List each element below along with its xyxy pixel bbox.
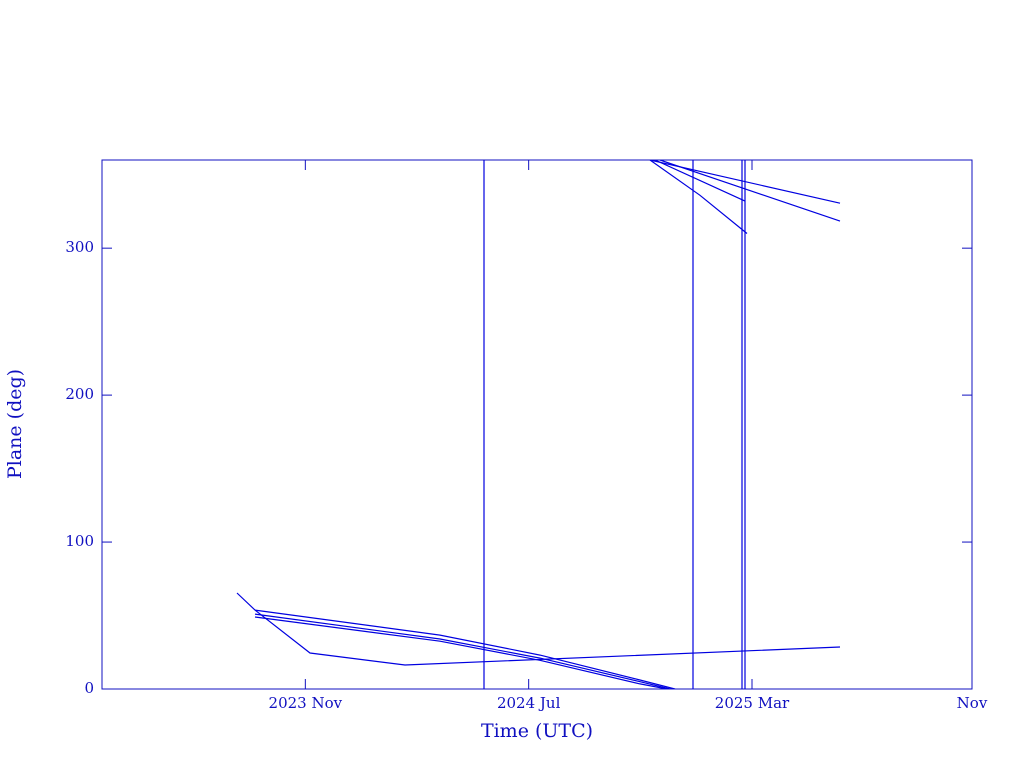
data-line xyxy=(483,160,746,689)
x-tick-label: 2023 Nov xyxy=(269,694,343,712)
y-tick-label: 0 xyxy=(84,679,94,697)
x-axis-label: Time (UTC) xyxy=(481,720,593,742)
y-tick-label: 100 xyxy=(65,532,94,550)
y-tick-label: 300 xyxy=(65,238,94,256)
data-line xyxy=(254,160,841,689)
y-axis-label: Plane (deg) xyxy=(4,369,26,479)
plot-frame xyxy=(101,159,973,690)
data-line xyxy=(254,160,746,689)
y-tick-label: 200 xyxy=(65,385,94,403)
x-tick-label: Nov xyxy=(957,694,988,712)
x-tick-label: 2025 Mar xyxy=(715,694,790,712)
data-line xyxy=(236,592,841,666)
data-line xyxy=(649,160,748,234)
plot-area xyxy=(236,160,841,689)
x-tick-label: 2024 Jul xyxy=(497,694,561,712)
data-line xyxy=(254,160,841,689)
